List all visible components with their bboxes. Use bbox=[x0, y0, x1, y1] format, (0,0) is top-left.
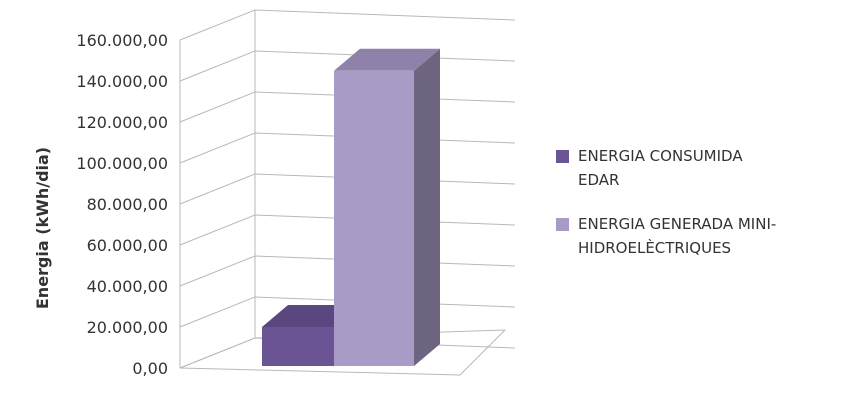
y-tick-label: 100.000,00 bbox=[76, 154, 168, 173]
y-tick-label: 0,00 bbox=[132, 359, 168, 378]
y-tick-label: 80.000,00 bbox=[87, 195, 168, 214]
y-tick-label: 60.000,00 bbox=[87, 236, 168, 255]
y-tick-label: 40.000,00 bbox=[87, 277, 168, 296]
bar-energia-generada bbox=[334, 48, 440, 366]
legend-item-energia-consumida: ENERGIA CONSUMIDA EDAR bbox=[556, 144, 836, 192]
legend-label-line: EDAR bbox=[578, 171, 620, 189]
legend: ENERGIA CONSUMIDA EDAR ENERGIA GENERADA … bbox=[556, 144, 836, 280]
y-axis-title: Energia (kWh/dia) bbox=[33, 147, 52, 309]
bar-side bbox=[414, 48, 440, 366]
legend-label-line: HIDROELÈCTRIQUES bbox=[578, 239, 732, 257]
legend-item-energia-generada: ENERGIA GENERADA MINI- HIDROELÈCTRIQUES bbox=[556, 212, 836, 260]
y-tick-label: 160.000,00 bbox=[76, 31, 168, 50]
gridline bbox=[179, 9, 516, 41]
bar-front bbox=[334, 70, 414, 366]
bar-front bbox=[262, 327, 334, 366]
legend-swatch-consumida bbox=[556, 150, 569, 163]
bars bbox=[262, 48, 440, 366]
legend-swatch-generada bbox=[556, 218, 569, 231]
y-tick-label: 20.000,00 bbox=[87, 318, 168, 337]
y-tick-label: 120.000,00 bbox=[76, 113, 168, 132]
y-tick-labels: 0,00 20.000,00 40.000,00 60.000,00 80.000,00… bbox=[76, 31, 168, 378]
y-tick-label: 140.000,00 bbox=[76, 72, 168, 91]
legend-label-line: ENERGIA CONSUMIDA bbox=[578, 147, 743, 165]
bar-top bbox=[334, 48, 440, 71]
legend-label-line: ENERGIA GENERADA MINI- bbox=[578, 215, 777, 233]
